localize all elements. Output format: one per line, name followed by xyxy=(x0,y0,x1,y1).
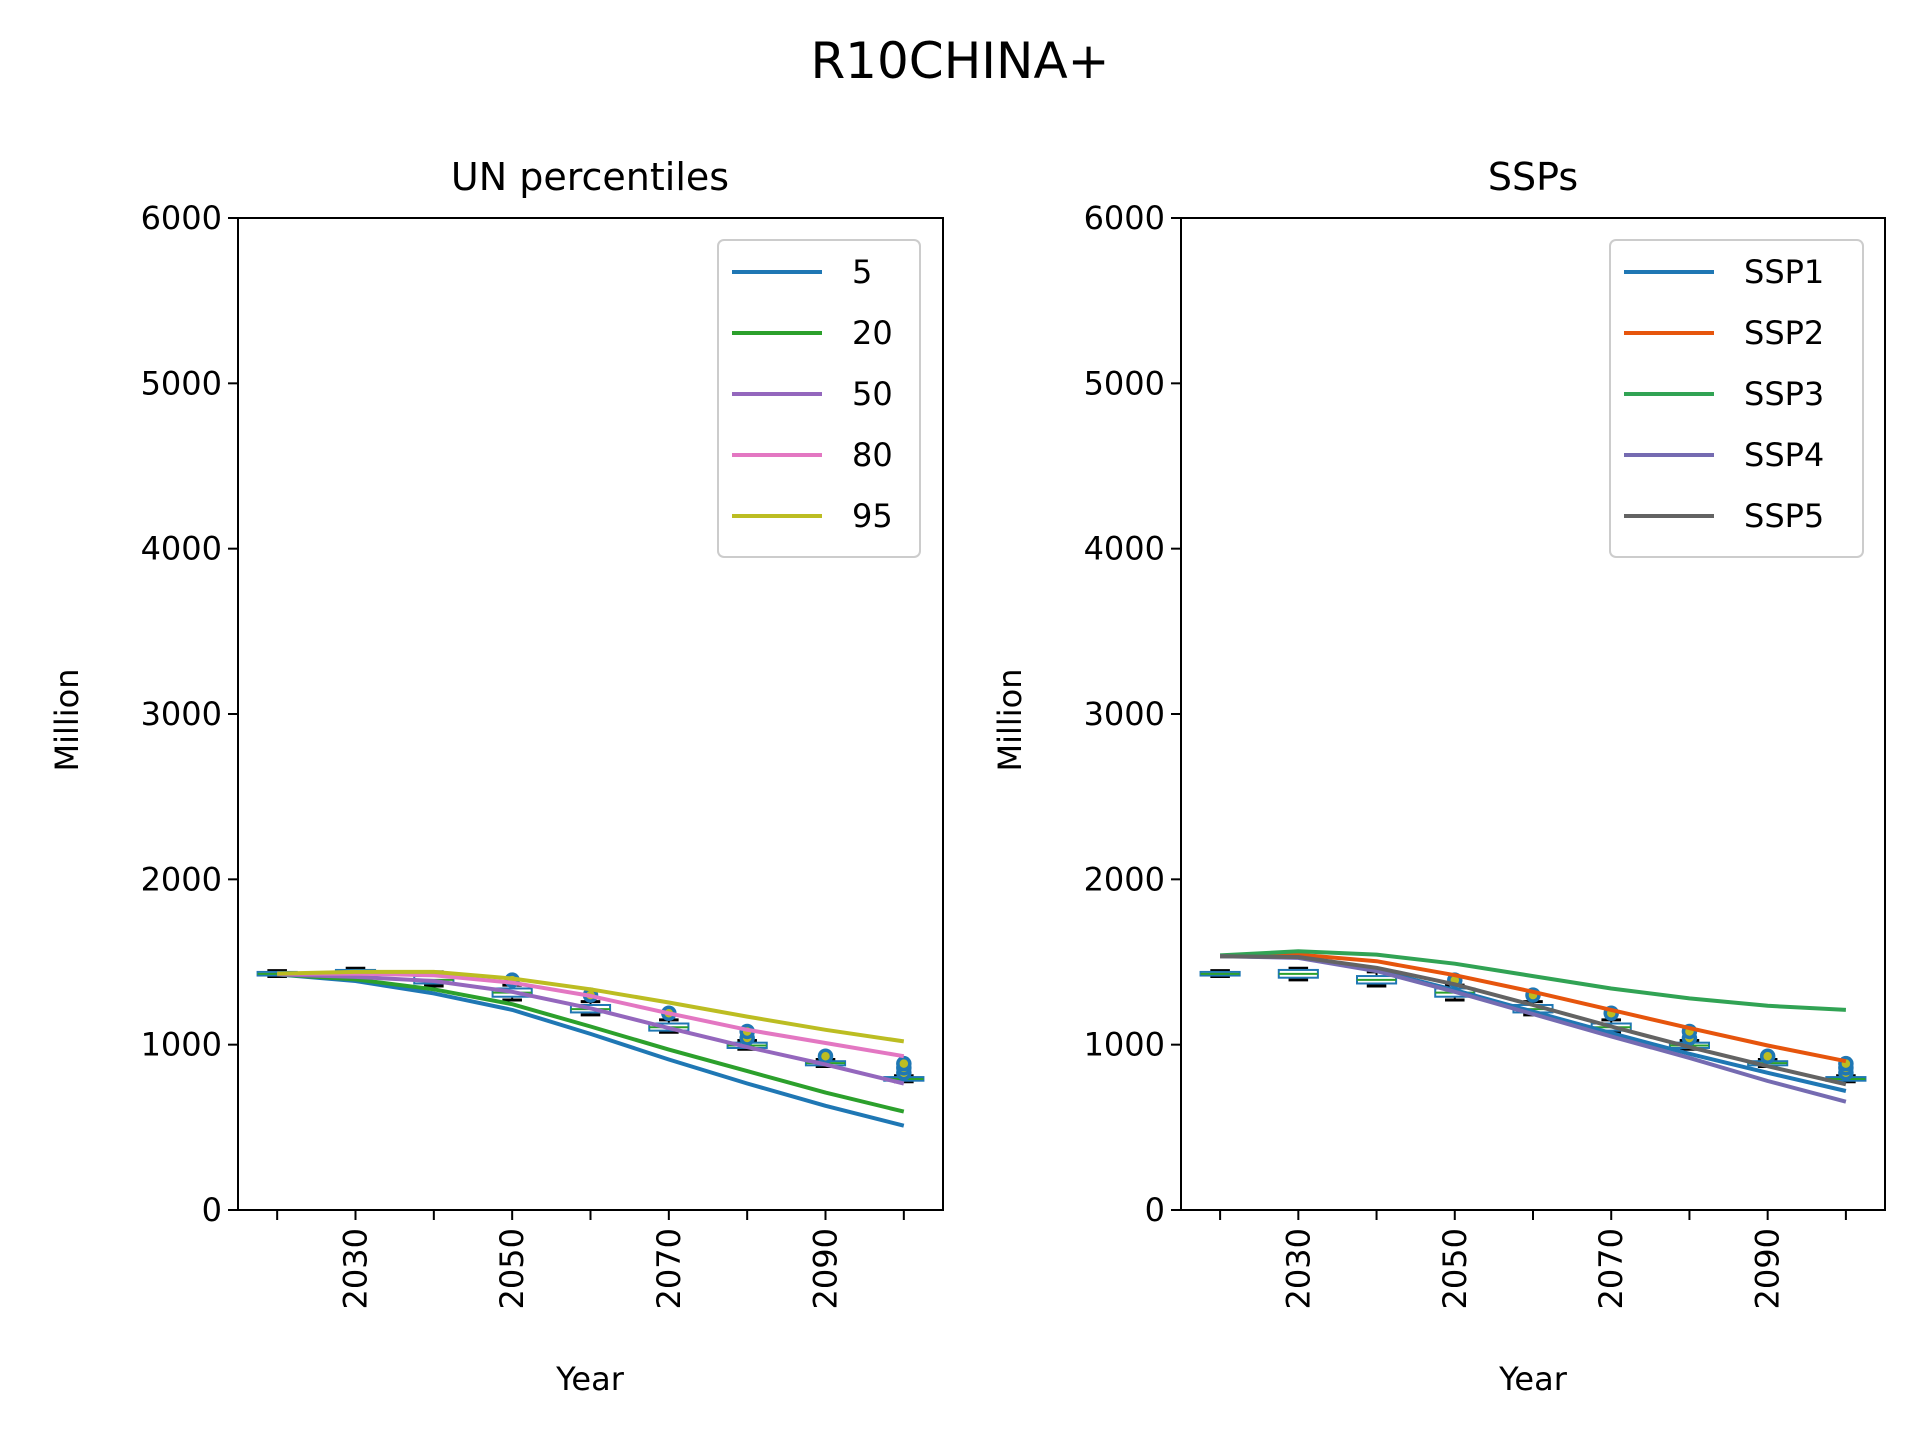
legend-label: 20 xyxy=(852,314,893,352)
y-tick-label: 4000 xyxy=(141,530,222,568)
y-axis-label-right: Million xyxy=(991,668,1029,771)
y-tick-label: 1000 xyxy=(1084,1026,1165,1064)
legend-box xyxy=(717,239,921,558)
x-tick-label: 2030 xyxy=(337,1228,375,1309)
series-line-ssp5 xyxy=(1220,954,1847,1087)
panel-un-percentiles: UN percentiles Year Million 0 1000 2000 300… xyxy=(48,155,944,1398)
legend-label: 95 xyxy=(852,497,893,535)
legend-label: SSP3 xyxy=(1744,375,1824,413)
legend-label: SSP5 xyxy=(1744,497,1824,535)
x-tick-label: 2050 xyxy=(493,1228,531,1309)
legend-label: SSP4 xyxy=(1744,436,1824,474)
figure-title: R10CHINA+ xyxy=(810,32,1109,90)
plot-frame xyxy=(237,217,944,1211)
panel-title-ssps: SSPs xyxy=(1488,155,1578,199)
legend-label: 80 xyxy=(852,436,893,474)
series-line-5 xyxy=(277,972,905,1128)
y-tick-label: 1000 xyxy=(141,1026,222,1064)
legend-label: SSP1 xyxy=(1744,253,1824,291)
y-tick-label: 5000 xyxy=(1084,364,1165,402)
series-line-20 xyxy=(277,972,905,1114)
x-axis-label-left: Year xyxy=(555,1360,625,1398)
y-tick-label: 3000 xyxy=(1084,695,1165,733)
y-tick-label: 2000 xyxy=(141,860,222,898)
y-tick-label: 6000 xyxy=(141,199,222,237)
panel-title-un-percentiles: UN percentiles xyxy=(451,155,729,199)
series-line-80 xyxy=(277,971,905,1059)
y-tick-label: 0 xyxy=(1145,1191,1165,1229)
y-tick-label: 3000 xyxy=(141,695,222,733)
x-axis-label-right: Year xyxy=(1498,1360,1568,1398)
series-line-ssp2 xyxy=(1220,952,1847,1064)
boxplot xyxy=(1825,1055,1867,1084)
boxplot-outlier xyxy=(1759,1048,1776,1064)
legend-label: SSP2 xyxy=(1744,314,1824,352)
series-line-95 xyxy=(277,969,905,1044)
boxplot-outlier xyxy=(817,1048,834,1064)
y-tick-label: 6000 xyxy=(1084,199,1165,237)
boxplot-outlier xyxy=(896,1055,912,1072)
x-tick-label: 2070 xyxy=(650,1228,688,1309)
x-tick-label: 2090 xyxy=(1749,1228,1787,1309)
y-tick-label: 0 xyxy=(202,1191,222,1229)
series-line-50 xyxy=(277,972,905,1086)
x-tick-label: 2090 xyxy=(807,1228,845,1309)
y-tick-label: 5000 xyxy=(141,364,222,402)
legend-label: 50 xyxy=(852,375,893,413)
y-tick-label: 4000 xyxy=(1084,530,1165,568)
legend-label: 5 xyxy=(852,253,872,291)
y-tick-label: 2000 xyxy=(1084,860,1165,898)
series-line-ssp3 xyxy=(1219,949,1847,1012)
panel-ssps: SSPs Year Million 0 1000 2000 3000 4000 5000 6… xyxy=(991,155,1886,1398)
x-tick-label: 2030 xyxy=(1279,1228,1317,1309)
x-tick-label: 2070 xyxy=(1592,1228,1630,1309)
boxplot xyxy=(1277,966,1319,982)
boxplot xyxy=(883,1055,925,1084)
boxplot xyxy=(1199,969,1241,979)
x-tick-label: 2050 xyxy=(1436,1228,1474,1309)
plot-frame xyxy=(1180,217,1886,1211)
legend-box xyxy=(1609,239,1864,558)
y-axis-label-left: Million xyxy=(48,668,86,771)
